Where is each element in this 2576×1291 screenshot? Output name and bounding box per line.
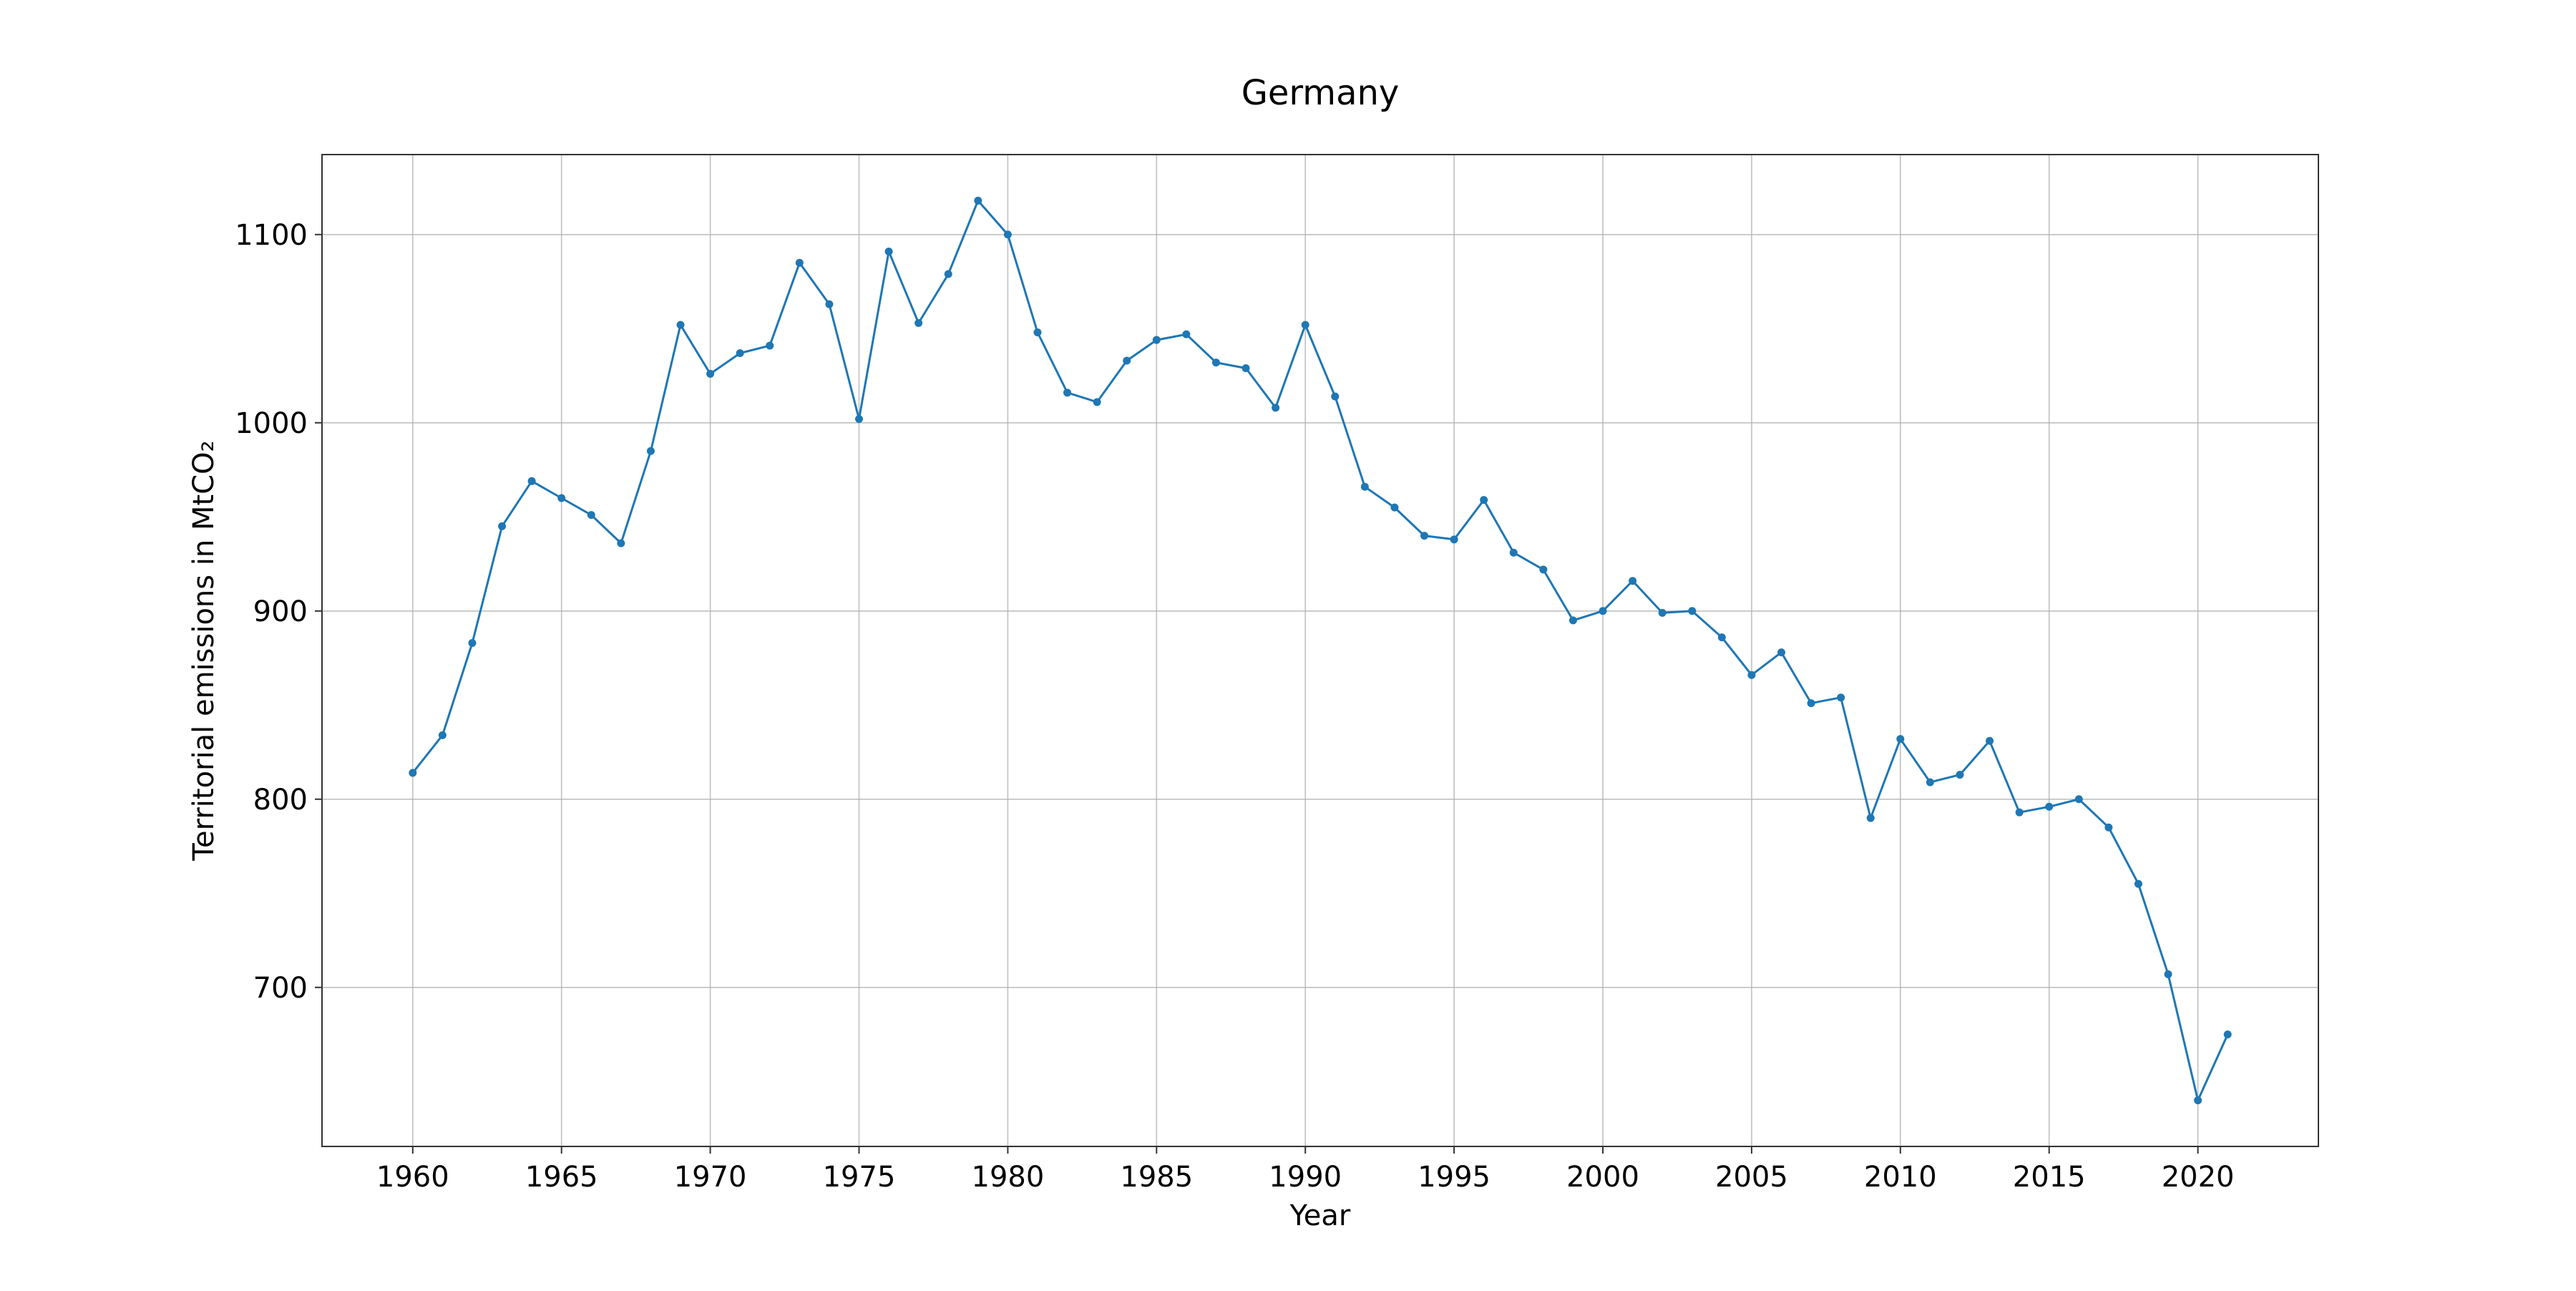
data-point [944,270,952,278]
data-point [1568,616,1577,625]
data-point [1658,608,1667,617]
data-point [1956,771,1964,779]
data-point [855,415,864,424]
y-tick-label: 900 [253,595,308,628]
data-point [1301,321,1309,329]
x-tick-label: 2000 [1566,1161,1639,1194]
series-line [411,199,2229,1102]
data-point [1420,532,1429,540]
data-point [1390,503,1399,512]
data-point [1717,633,1726,642]
data-point [2194,1096,2202,1105]
x-tick-label: 2020 [2162,1161,2235,1194]
x-tick-label: 1985 [1120,1161,1193,1194]
data-point [1866,814,1875,822]
data-point [1093,398,1101,406]
data-point [974,196,982,205]
x-tick-label: 1965 [525,1161,598,1194]
data-point [2164,970,2172,978]
data-point [1450,535,1458,544]
data-point [1063,389,1072,397]
data-point [557,494,566,502]
x-tick-label: 1980 [972,1161,1045,1194]
x-tick-label: 1960 [376,1161,449,1194]
y-tick-label: 700 [253,972,308,1005]
data-point [1926,778,1934,786]
data-point [736,349,744,357]
data-point [587,511,595,520]
data-point [706,369,715,378]
y-tick-label: 1100 [235,219,308,252]
data-point [1182,330,1191,338]
data-point [1896,735,1905,744]
data-point [527,477,536,485]
data-point [617,539,625,547]
data-point [1331,392,1340,401]
data-point [438,731,447,739]
data-point [825,300,834,308]
data-point [884,247,893,255]
data-point [1777,648,1785,657]
data-point [1033,328,1042,337]
data-point [795,258,804,267]
data-point [2223,1031,2232,1039]
data-point [1986,736,1994,745]
data-point [1360,482,1369,491]
x-tick-label: 1970 [674,1161,747,1194]
data-point [1539,565,1548,574]
data-point [914,318,923,327]
y-tick-label: 800 [253,784,308,817]
data-point [1807,699,1815,708]
data-point [646,447,655,455]
x-tick-label: 2005 [1715,1161,1788,1194]
series-layer [409,196,2232,1105]
data-point [1599,607,1607,615]
y-tick-label: 1000 [235,407,308,440]
y-axis-label: Territorial emissions in MtCO₂ [187,440,220,861]
data-point [409,769,417,777]
data-point [498,522,507,530]
data-point [1509,548,1518,557]
data-point [468,638,477,647]
data-point [766,341,774,350]
data-point [2045,802,2054,811]
data-point [1272,404,1280,412]
x-axis-label: Year [1289,1199,1351,1232]
x-tick-label: 2010 [1864,1161,1937,1194]
plot-frame [321,154,2319,1147]
data-point [1688,607,1697,615]
data-point [1003,230,1012,239]
data-point [1152,336,1161,344]
grid [322,155,2318,1146]
data-point [1837,693,1845,702]
x-tick-label: 1995 [1418,1161,1491,1194]
data-point [2015,808,2024,817]
data-point [2134,880,2142,888]
axis-ticks: 1960 1965 1970 1975 1980 1985 1990 1995 2000 2005… [235,219,2234,1194]
data-point [1747,671,1756,679]
x-tick-label: 1975 [823,1161,896,1194]
data-point [1241,364,1250,373]
data-point [676,321,685,329]
data-point [2104,823,2113,832]
x-tick-label: 2015 [2013,1161,2086,1194]
data-point [1629,577,1637,585]
chart-title: Germany [1241,73,1400,113]
data-point [1211,359,1220,367]
data-point [1480,496,1488,505]
data-point [1123,356,1131,365]
x-tick-label: 1990 [1269,1161,1342,1194]
data-point [2074,795,2083,804]
